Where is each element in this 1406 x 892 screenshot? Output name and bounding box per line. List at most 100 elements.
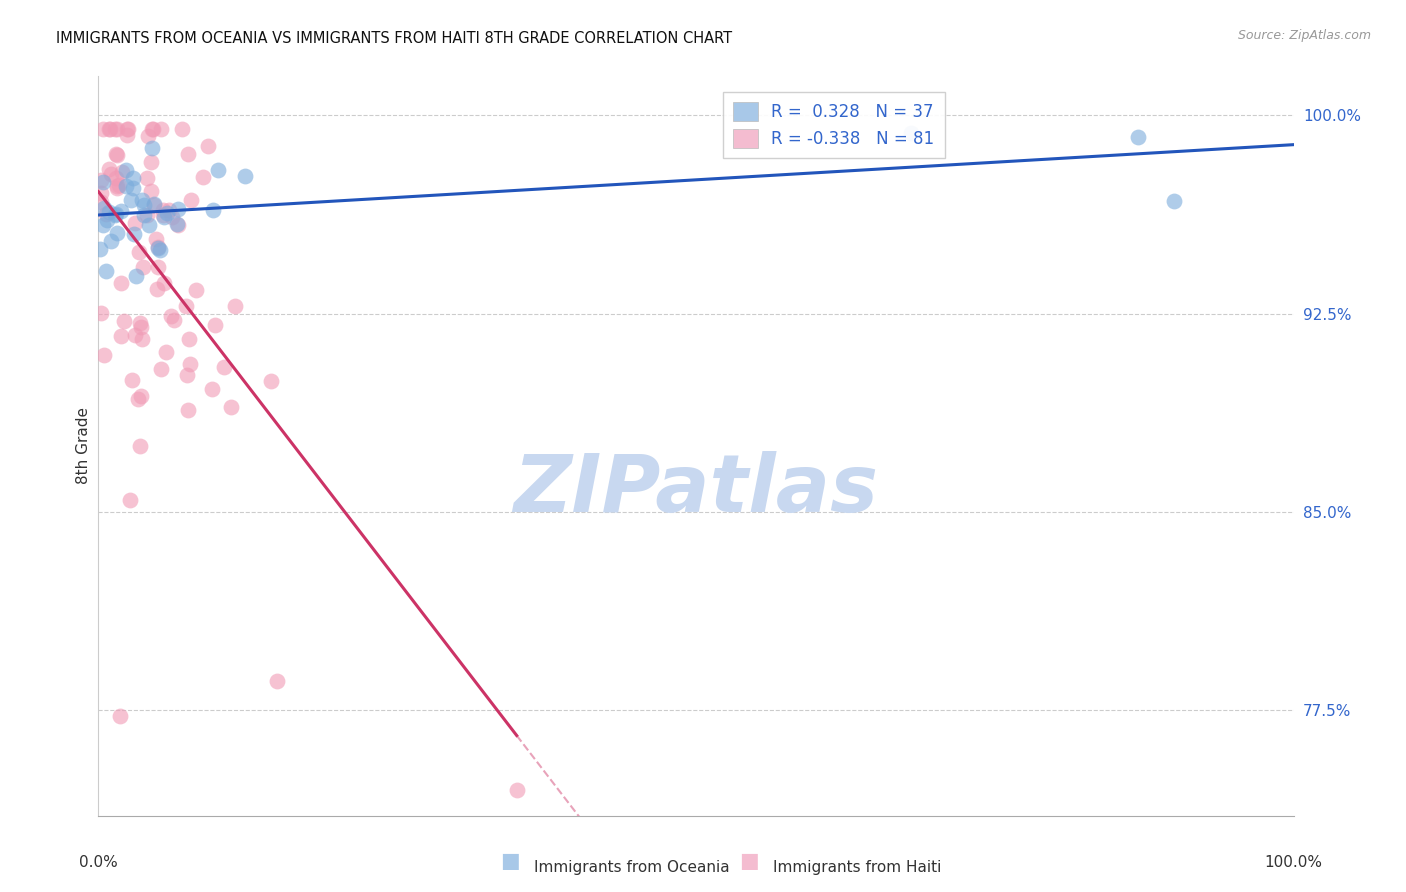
Point — [197, 139, 219, 153]
Point — [90, 186, 112, 201]
Point — [141, 155, 163, 169]
Point — [143, 197, 166, 211]
Point — [150, 362, 173, 376]
Point — [201, 382, 224, 396]
Point — [110, 204, 132, 219]
Point — [167, 202, 190, 216]
Point — [124, 327, 146, 342]
Text: ZIPatlas: ZIPatlas — [513, 451, 879, 530]
Point — [176, 368, 198, 383]
Point — [94, 264, 117, 278]
Text: Immigrants from Haiti: Immigrants from Haiti — [773, 860, 942, 874]
Point — [100, 234, 122, 248]
Point — [900, 126, 922, 140]
Text: Immigrants from Oceania: Immigrants from Oceania — [534, 860, 730, 874]
Point — [105, 226, 128, 240]
Point — [90, 305, 112, 319]
Point — [129, 316, 152, 330]
Point — [166, 218, 188, 232]
Point — [148, 243, 170, 257]
Point — [160, 309, 183, 323]
Point — [120, 194, 142, 208]
Point — [155, 345, 177, 359]
Point — [170, 121, 193, 136]
Point — [111, 164, 134, 178]
Point — [136, 170, 159, 185]
Point — [204, 318, 226, 332]
Point — [141, 121, 163, 136]
Point — [152, 203, 174, 218]
Point — [97, 161, 120, 176]
Point — [1128, 129, 1150, 144]
Text: ■: ■ — [501, 851, 520, 871]
Point — [141, 140, 163, 154]
Point — [224, 299, 246, 313]
Point — [131, 319, 153, 334]
Point — [96, 212, 118, 227]
Point — [166, 217, 188, 231]
Point — [105, 147, 128, 161]
Point — [93, 348, 115, 362]
Point — [266, 674, 288, 689]
Point — [114, 162, 136, 177]
Point — [146, 239, 169, 253]
Point — [89, 242, 111, 256]
Point — [98, 205, 121, 219]
Point — [105, 179, 128, 194]
Point — [131, 193, 153, 207]
Point — [176, 299, 198, 313]
Text: ■: ■ — [740, 851, 759, 871]
Point — [148, 241, 170, 255]
Point — [107, 180, 129, 194]
Point — [93, 202, 115, 216]
Point — [100, 167, 122, 181]
Point — [104, 209, 127, 223]
Point — [110, 328, 132, 343]
Text: 100.0%: 100.0% — [1264, 855, 1323, 870]
Text: Source: ZipAtlas.com: Source: ZipAtlas.com — [1237, 29, 1371, 42]
Point — [152, 277, 174, 291]
Point — [105, 121, 128, 136]
Point — [108, 708, 131, 723]
Point — [105, 148, 128, 162]
Point — [125, 268, 148, 283]
Point — [132, 260, 155, 274]
Point — [152, 208, 174, 222]
Text: IMMIGRANTS FROM OCEANIA VS IMMIGRANTS FROM HAITI 8TH GRADE CORRELATION CHART: IMMIGRANTS FROM OCEANIA VS IMMIGRANTS FR… — [56, 31, 733, 46]
Point — [260, 375, 283, 389]
Point — [115, 128, 138, 142]
Point — [146, 260, 169, 275]
Point — [160, 210, 183, 224]
Point — [177, 147, 200, 161]
Point — [134, 208, 156, 222]
Point — [90, 194, 112, 209]
Point — [110, 277, 132, 291]
Point — [163, 313, 186, 327]
Point — [219, 401, 242, 415]
Text: 0.0%: 0.0% — [79, 855, 118, 870]
Point — [115, 121, 138, 136]
Point — [97, 121, 120, 136]
Point — [117, 121, 139, 136]
Point — [98, 121, 121, 136]
Point — [506, 782, 529, 797]
Point — [90, 173, 112, 187]
Point — [142, 121, 165, 136]
Point — [128, 438, 150, 452]
Point — [132, 197, 155, 211]
Point — [180, 194, 202, 208]
Point — [136, 128, 159, 143]
Point — [122, 227, 145, 242]
Point — [94, 207, 117, 221]
Point — [177, 332, 200, 346]
Point — [121, 170, 143, 185]
Point — [184, 284, 207, 298]
Point — [104, 171, 127, 186]
Point — [176, 403, 198, 417]
Point — [146, 283, 169, 297]
Point — [104, 121, 127, 136]
Point — [191, 169, 214, 184]
Point — [214, 360, 236, 375]
Point — [153, 210, 176, 224]
Point — [131, 333, 153, 347]
